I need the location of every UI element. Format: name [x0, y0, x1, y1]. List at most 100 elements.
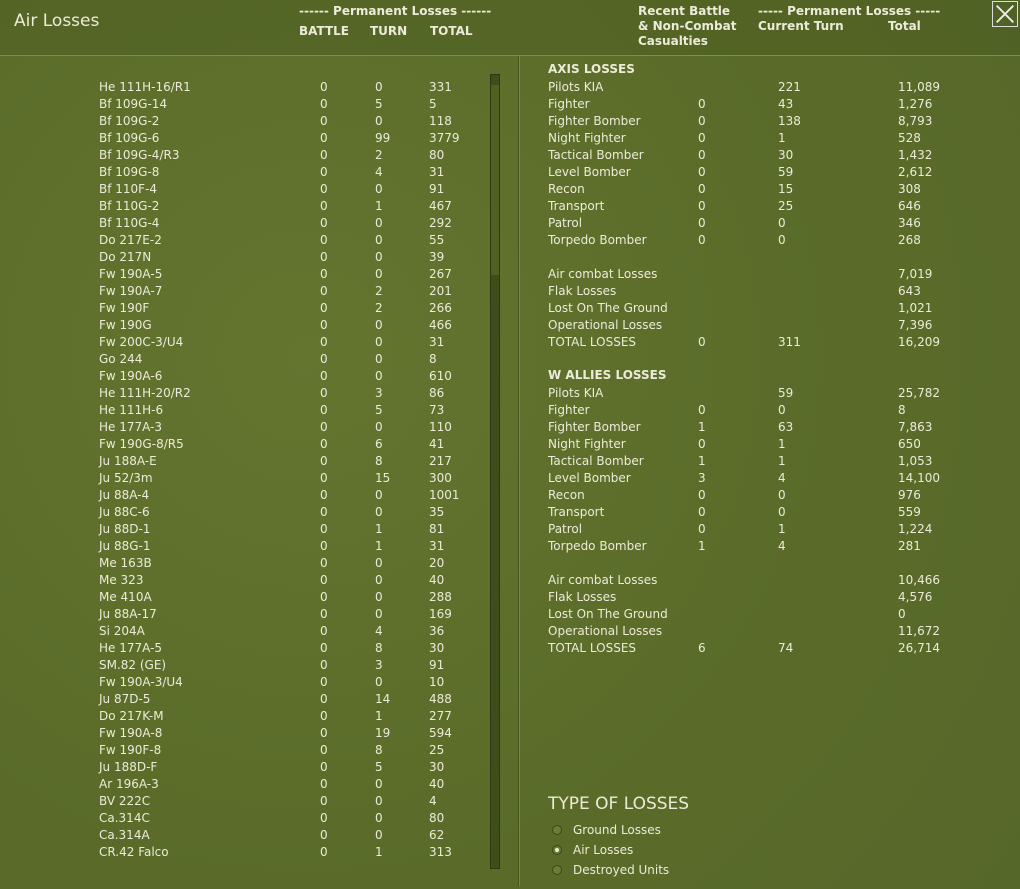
- aircraft-name: BV 222C: [99, 794, 151, 808]
- loss-value: 650: [898, 437, 921, 451]
- aircraft-name: Ju 188A-E: [99, 454, 157, 468]
- aircraft-name: Fw 190A-3/U4: [99, 675, 183, 689]
- radio-label[interactable]: Air Losses: [573, 843, 634, 857]
- loss-value: 266: [429, 301, 452, 315]
- radio-button[interactable]: [552, 865, 562, 875]
- loss-value: 41: [429, 437, 445, 451]
- loss-value: 268: [898, 233, 921, 247]
- close-button[interactable]: [992, 1, 1018, 27]
- loss-value: 0: [375, 250, 383, 264]
- loss-value: 8: [375, 641, 383, 655]
- loss-value: 0: [320, 760, 328, 774]
- aircraft-name: Si 204A: [99, 624, 145, 638]
- loss-value: 0: [320, 80, 328, 94]
- loss-value: 0: [375, 369, 383, 383]
- loss-value: 0: [320, 505, 328, 519]
- loss-value: 14: [375, 692, 391, 706]
- loss-value: 0: [375, 267, 383, 281]
- loss-value: 1: [778, 454, 786, 468]
- loss-value: 313: [429, 845, 452, 859]
- loss-value: 0: [375, 556, 383, 570]
- row-label: Transport: [548, 199, 605, 213]
- loss-value: 7,863: [898, 420, 933, 434]
- loss-value: 0: [375, 114, 383, 128]
- column-group: ----- Permanent Losses -----: [758, 4, 941, 18]
- radio-label[interactable]: Destroyed Units: [573, 863, 670, 877]
- aircraft-name: CR.42 Falco: [99, 845, 169, 859]
- row-label: Air combat Losses: [548, 573, 658, 587]
- aircraft-name: Fw 200C-3/U4: [99, 335, 184, 349]
- loss-value: 1,276: [898, 97, 933, 111]
- loss-value: 8: [429, 352, 437, 366]
- aircraft-name: Bf 110G-2: [99, 199, 160, 213]
- loss-value: 217: [429, 454, 452, 468]
- loss-value: 0: [698, 131, 706, 145]
- loss-value: 4,576: [898, 590, 933, 604]
- radio-button[interactable]: [552, 845, 562, 855]
- loss-value: 0: [375, 828, 383, 842]
- loss-value: 0: [320, 352, 328, 366]
- row-label: Torpedo Bomber: [548, 233, 647, 247]
- loss-value: 31: [429, 165, 445, 179]
- loss-value: 0: [778, 216, 786, 230]
- row-label: Fighter Bomber: [548, 420, 641, 434]
- loss-value: 488: [429, 692, 452, 706]
- loss-value: 0: [375, 318, 383, 332]
- scroll-thumb[interactable]: [491, 85, 499, 275]
- loss-value: 292: [429, 216, 452, 230]
- loss-value: 0: [320, 641, 328, 655]
- aircraft-name: Bf 110F-4: [99, 182, 158, 196]
- loss-value: 267: [429, 267, 452, 281]
- loss-value: 281: [898, 539, 921, 553]
- aircraft-name: Do 217K-M: [99, 709, 164, 723]
- radio-button[interactable]: [552, 825, 562, 835]
- loss-value: 0: [698, 97, 706, 111]
- loss-value: 0: [375, 794, 383, 808]
- column-header: & Non-Combat: [638, 19, 737, 33]
- loss-value: 311: [778, 335, 801, 349]
- loss-value: 11,672: [898, 624, 940, 638]
- row-label: Operational Losses: [548, 624, 663, 638]
- aircraft-name: Ju 88A-4: [99, 488, 150, 502]
- loss-value: 6: [375, 437, 383, 451]
- column-header: BATTLE: [299, 24, 349, 38]
- scrollbar[interactable]: [490, 74, 500, 869]
- loss-value: 1001: [429, 488, 460, 502]
- row-label: Lost On The Ground: [548, 607, 668, 621]
- loss-value: 0: [320, 386, 328, 400]
- loss-value: 0: [375, 420, 383, 434]
- loss-value: 0: [320, 318, 328, 332]
- loss-value: 0: [320, 794, 328, 808]
- loss-value: 0: [320, 828, 328, 842]
- aircraft-name: SM.82 (GE): [99, 658, 167, 672]
- aircraft-name: He 111H-6: [99, 403, 164, 417]
- row-label: Patrol: [548, 216, 583, 230]
- aircraft-name: Bf 109G-2: [99, 114, 160, 128]
- loss-value: 0: [320, 97, 328, 111]
- aircraft-name: Ju 88D-1: [99, 522, 151, 536]
- loss-value: 0: [320, 420, 328, 434]
- loss-value: 528: [898, 131, 921, 145]
- loss-value: 19: [375, 726, 391, 740]
- loss-value: 0: [375, 590, 383, 604]
- loss-value: 10,466: [898, 573, 940, 587]
- column-header: Casualties: [638, 34, 708, 48]
- row-label: TOTAL LOSSES: [548, 641, 637, 655]
- loss-value: 0: [320, 590, 328, 604]
- aircraft-name: Ca.314A: [99, 828, 150, 842]
- row-label: Tactical Bomber: [548, 454, 644, 468]
- row-label: Pilots KIA: [548, 386, 604, 400]
- section-title: AXIS LOSSES: [548, 62, 635, 76]
- loss-value: 1,432: [898, 148, 933, 162]
- aircraft-name: Ju 88A-17: [99, 607, 157, 621]
- loss-value: 25,782: [898, 386, 940, 400]
- loss-value: 288: [429, 590, 452, 604]
- loss-value: 300: [429, 471, 452, 485]
- radio-label[interactable]: Ground Losses: [573, 823, 661, 837]
- loss-value: 0: [898, 607, 906, 621]
- loss-value: 0: [375, 352, 383, 366]
- loss-value: 40: [429, 777, 445, 791]
- loss-value: 0: [320, 403, 328, 417]
- loss-value: 0: [320, 488, 328, 502]
- loss-value: 1: [375, 845, 383, 859]
